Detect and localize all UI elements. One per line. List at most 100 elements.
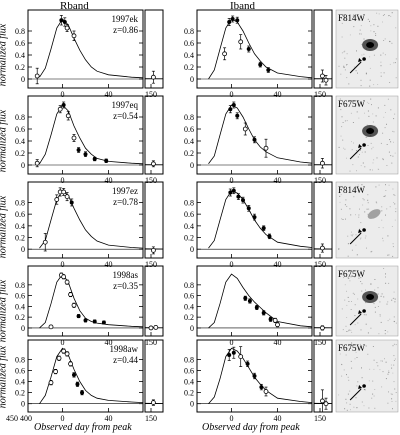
x-tick-label: 0	[230, 338, 234, 347]
filter-label: F675W	[338, 343, 366, 353]
main-frame	[196, 9, 313, 89]
panel-1997ez-I: 0 0.2 0.4 0.6 0.8 0 40 150	[184, 181, 333, 269]
noise-speck	[369, 368, 371, 370]
noise-speck	[350, 234, 352, 236]
data-point-open	[150, 247, 156, 253]
noise-speck	[367, 213, 369, 215]
noise-speck	[350, 275, 352, 277]
sn-name-label: 1997ez	[112, 186, 138, 196]
noise-speck	[354, 276, 356, 278]
noise-speck	[389, 82, 391, 83]
data-point-filled	[62, 20, 67, 24]
noise-speck	[372, 162, 374, 164]
noise-speck	[383, 159, 384, 161]
data-point-open	[34, 73, 40, 79]
noise-speck	[377, 25, 379, 27]
noise-speck	[347, 277, 349, 279]
noise-speck	[389, 139, 391, 141]
noise-speck	[344, 69, 346, 71]
noise-speck	[350, 214, 352, 216]
noise-speck	[385, 282, 387, 284]
noise-speck	[362, 198, 364, 200]
data-point-open	[48, 380, 54, 386]
noise-speck	[372, 113, 374, 115]
noise-speck	[346, 120, 348, 122]
y-tick-label: 0	[21, 75, 25, 84]
data-point-open	[71, 33, 77, 39]
noise-speck	[367, 202, 369, 204]
noise-speck	[351, 149, 353, 151]
late-frame	[144, 265, 164, 337]
redshift-label: z=0.35	[113, 281, 138, 291]
noise-speck	[343, 344, 345, 346]
y-tick-label: 0.8	[15, 27, 25, 36]
noise-speck	[359, 343, 361, 345]
noise-speck	[391, 299, 393, 301]
main-frame	[196, 95, 313, 175]
noise-speck	[393, 141, 394, 143]
sn-name-label: 1998aw	[110, 344, 139, 354]
y-tick-label: 0	[190, 245, 194, 254]
noise-speck	[351, 249, 353, 251]
noise-speck	[393, 364, 395, 366]
data-point-filled	[72, 372, 76, 377]
x-tick-label: 400	[20, 414, 32, 423]
noise-speck	[350, 329, 352, 331]
noise-speck	[345, 354, 347, 356]
y-tick-label: 0.8	[15, 113, 25, 122]
noise-speck	[340, 194, 342, 196]
noise-speck	[338, 146, 340, 148]
late-frame	[313, 9, 333, 89]
data-point-filled	[92, 319, 97, 324]
noise-speck	[344, 204, 346, 206]
noise-speck	[384, 330, 386, 331]
noise-speck	[380, 72, 382, 74]
y-tick-label: 0.8	[184, 281, 194, 290]
noise-speck	[373, 54, 375, 56]
noise-speck	[381, 386, 383, 388]
noise-speck	[360, 165, 362, 167]
noise-speck	[347, 296, 349, 298]
x-tick-label: 0	[230, 176, 234, 185]
noise-speck	[377, 287, 379, 289]
noise-speck	[381, 210, 383, 212]
noise-speck	[389, 63, 391, 65]
x-tick-label: 40	[105, 90, 113, 99]
late-frame	[144, 339, 164, 413]
noise-speck	[364, 344, 366, 346]
noise-speck	[393, 316, 395, 318]
noise-speck	[355, 351, 357, 353]
noise-speck	[348, 301, 350, 302]
noise-speck	[360, 85, 362, 87]
data-point-open	[48, 324, 54, 330]
noise-speck	[380, 75, 382, 77]
data-point-open	[61, 274, 67, 280]
noise-speck	[382, 227, 384, 229]
noise-speck	[349, 170, 351, 172]
main-frame	[27, 265, 144, 337]
noise-speck	[373, 159, 375, 161]
arrow-icon	[349, 232, 362, 245]
noise-speck	[361, 290, 363, 292]
y-tick-label: 0	[190, 75, 194, 84]
noise-speck	[365, 323, 367, 325]
noise-speck	[373, 359, 375, 361]
noise-speck	[367, 145, 369, 146]
noise-speck	[379, 301, 381, 303]
noise-speck	[387, 98, 389, 100]
noise-speck	[344, 148, 346, 150]
noise-speck	[351, 345, 353, 346]
redshift-label: z=0.44	[113, 355, 138, 365]
noise-speck	[346, 402, 348, 404]
noise-speck	[356, 152, 358, 154]
data-point-filled	[236, 194, 241, 199]
data-point-filled	[235, 113, 240, 118]
data-point-open	[275, 322, 280, 328]
noise-speck	[344, 120, 346, 122]
noise-speck	[392, 243, 394, 245]
noise-speck	[361, 188, 363, 190]
noise-speck	[375, 115, 377, 117]
y-tick-label: 0.2	[184, 313, 194, 322]
